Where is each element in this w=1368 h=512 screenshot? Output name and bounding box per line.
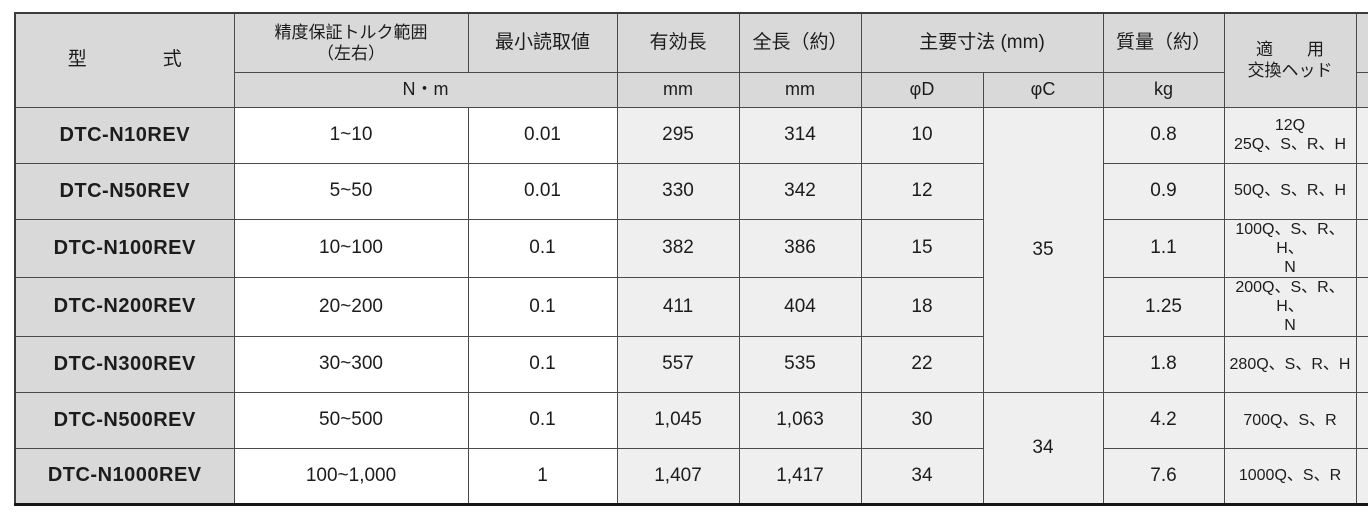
replacement-heads-cell: 700Q、S、R (1223, 391, 1357, 449)
effective-length-cell: 1,045 (616, 391, 740, 449)
torque-range-cell: 5~50 (233, 162, 469, 220)
cutoff-column-cell (1355, 106, 1368, 164)
col-header-min-reading: 最小読取値 (467, 12, 618, 73)
replacement-heads-cell: 280Q、S、R、H (1223, 335, 1357, 393)
col-header-mass: 質量（約） (1102, 12, 1225, 73)
col-header-model: 型 式 (14, 12, 235, 108)
cutoff-column-unit (1355, 71, 1368, 108)
phi-d-cell: 12 (860, 162, 984, 220)
model-cell: DTC-N50REV (14, 162, 235, 220)
min-reading-cell: 0.1 (467, 218, 618, 279)
replacement-heads-cell: 1000Q、S、R (1223, 447, 1357, 505)
min-reading-cell: 0.1 (467, 391, 618, 449)
torque-range-cell: 50~500 (233, 391, 469, 449)
model-cell: DTC-N100REV (14, 218, 235, 279)
min-reading-cell: 0.01 (467, 106, 618, 164)
effective-length-cell: 411 (616, 277, 740, 337)
unit-nm: N・m (233, 71, 618, 108)
effective-length-cell: 330 (616, 162, 740, 220)
replacement-heads-cell: 200Q、S、R、H、 N (1223, 277, 1357, 337)
effective-length-cell: 557 (616, 335, 740, 393)
specification-table: 型 式 精度保証トルク範囲 （左右） 最小読取値 有効長 全長（約） 主要寸法 … (14, 12, 1368, 506)
min-reading-cell: 0.01 (467, 162, 618, 220)
model-cell: DTC-N1000REV (14, 447, 235, 505)
cutoff-column-cell (1355, 218, 1368, 279)
spec-row-dtc-n10rev: DTC-N10REV 1~10 0.01 295 314 10 35 0.8 1… (14, 106, 1368, 393)
unit-kg: kg (1102, 71, 1225, 108)
overall-length-cell: 535 (738, 335, 862, 393)
header-row-1: 型 式 精度保証トルク範囲 （左右） 最小読取値 有効長 全長（約） 主要寸法 … (14, 12, 1368, 108)
overall-length-cell: 1,063 (738, 391, 862, 449)
unit-mm-effective: mm (616, 71, 740, 108)
mass-cell: 1.1 (1102, 218, 1225, 279)
mass-cell: 4.2 (1102, 391, 1225, 449)
torque-range-cell: 10~100 (233, 218, 469, 279)
torque-range-cell: 100~1,000 (233, 447, 469, 505)
min-reading-cell: 0.1 (467, 277, 618, 337)
phi-d-cell: 30 (860, 391, 984, 449)
spec-row-dtc-n200rev: DTC-N200REV 20~200 0.1 411 404 18 1.25 2… (14, 277, 1368, 337)
phi-d-cell: 18 (860, 277, 984, 337)
spec-row-dtc-n100rev: DTC-N100REV 10~100 0.1 382 386 15 1.1 10… (14, 218, 1368, 279)
mass-cell: 0.8 (1102, 106, 1225, 164)
col-header-torque-range: 精度保証トルク範囲 （左右） (233, 12, 469, 73)
cutoff-column-cell (1355, 391, 1368, 449)
overall-length-cell: 314 (738, 106, 862, 164)
cutoff-column-cell (1355, 335, 1368, 393)
overall-length-cell: 404 (738, 277, 862, 337)
unit-mm-overall: mm (738, 71, 862, 108)
effective-length-cell: 1,407 (616, 447, 740, 505)
cutoff-column-cell (1355, 277, 1368, 337)
replacement-heads-cell: 12Q 25Q、S、R、H (1223, 106, 1357, 164)
model-cell: DTC-N300REV (14, 335, 235, 393)
replacement-heads-cell: 100Q、S、R、H、 N (1223, 218, 1357, 279)
min-reading-cell: 0.1 (467, 335, 618, 393)
col-header-overall-length: 全長（約） (738, 12, 862, 73)
spec-row-dtc-n300rev: DTC-N300REV 30~300 0.1 557 535 22 1.8 28… (14, 335, 1368, 393)
model-cell: DTC-N200REV (14, 277, 235, 337)
mass-cell: 1.8 (1102, 335, 1225, 393)
mass-cell: 7.6 (1102, 447, 1225, 505)
torque-range-cell: 1~10 (233, 106, 469, 164)
cutoff-column-cell (1355, 162, 1368, 220)
mass-cell: 1.25 (1102, 277, 1225, 337)
replacement-heads-cell: 50Q、S、R、H (1223, 162, 1357, 220)
spec-row-dtc-n50rev: DTC-N50REV 5~50 0.01 330 342 12 0.9 50Q、… (14, 162, 1368, 220)
phi-c-merged-cell-35: 35 (982, 106, 1104, 393)
header-row-units: N・m mm mm φD φC kg (15, 71, 1368, 108)
spec-row-dtc-n1000rev: DTC-N1000REV 100~1,000 1 1,407 1,417 34 … (14, 447, 1368, 505)
phi-d-cell: 34 (860, 447, 984, 505)
overall-length-cell: 342 (738, 162, 862, 220)
phi-d-cell: 22 (860, 335, 984, 393)
cutoff-column-cell (1355, 447, 1368, 505)
model-cell: DTC-N10REV (14, 106, 235, 164)
min-reading-cell: 1 (467, 447, 618, 505)
cutoff-column-header (1355, 12, 1368, 73)
phi-d-cell: 15 (860, 218, 984, 279)
torque-range-cell: 20~200 (233, 277, 469, 337)
overall-length-cell: 386 (738, 218, 862, 279)
col-header-main-dimensions: 主要寸法 (mm) (860, 12, 1104, 73)
phi-c-merged-cell-34: 34 (982, 391, 1104, 505)
overall-length-cell: 1,417 (738, 447, 862, 505)
torque-range-cell: 30~300 (233, 335, 469, 393)
mass-cell: 0.9 (1102, 162, 1225, 220)
col-header-effective-length: 有効長 (616, 12, 740, 73)
effective-length-cell: 295 (616, 106, 740, 164)
col-header-phi-c: φC (982, 71, 1104, 108)
col-header-phi-d: φD (860, 71, 984, 108)
effective-length-cell: 382 (616, 218, 740, 279)
col-header-replacement-heads: 適 用 交換ヘッド (1223, 12, 1357, 108)
model-cell: DTC-N500REV (14, 391, 235, 449)
spec-row-dtc-n500rev: DTC-N500REV 50~500 0.1 1,045 1,063 30 34… (14, 391, 1368, 505)
phi-d-cell: 10 (860, 106, 984, 164)
